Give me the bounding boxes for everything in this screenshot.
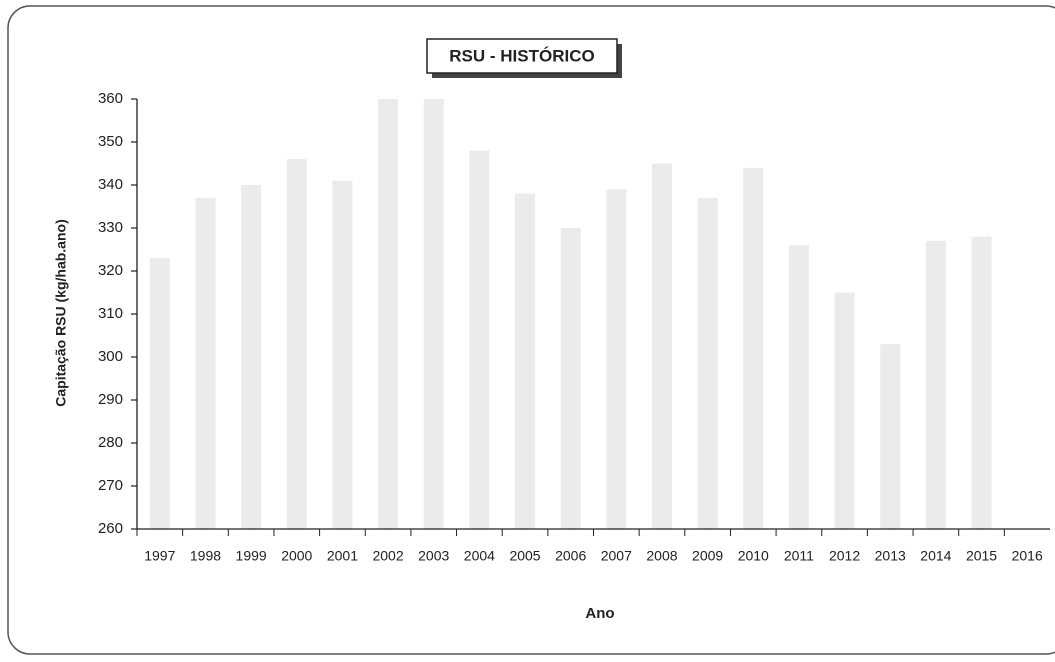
bar [971,236,992,529]
x-tick-label: 2016 [1012,548,1043,564]
bar [423,99,444,529]
y-tick-label: 310 [98,305,123,322]
bar [651,163,672,529]
chart-title: RSU - HISTÓRICO [449,46,594,65]
x-tick-label: 2003 [418,548,449,564]
y-tick-label: 280 [98,434,123,451]
x-tick-label: 2005 [509,548,540,564]
x-tick-label: 2011 [784,548,814,564]
bar [606,189,627,530]
x-axis-label: Ano [585,605,614,622]
x-tick-label: 2012 [829,548,860,564]
bar [195,197,216,529]
x-tick-label: 2007 [601,548,632,564]
bar [697,197,718,529]
y-tick-label: 260 [98,520,123,537]
y-axis-label: Capitação RSU (kg/hab.ano) [53,219,69,406]
y-tick-label: 330 [98,219,123,236]
x-tick-label: 1999 [236,548,267,564]
bar [560,228,581,529]
x-tick-label: 1998 [190,548,221,564]
x-tick-label: 2015 [966,548,997,564]
frame [7,5,1055,655]
bar [743,167,764,530]
bar [149,258,170,529]
y-tick-label: 360 [98,90,123,107]
x-tick-label: 2013 [875,548,906,564]
y-tick-label: 350 [98,133,123,150]
x-tick-label: 2000 [281,548,312,564]
title-box [426,38,618,74]
y-tick-label: 270 [98,477,123,494]
bar [241,185,262,529]
x-tick-label: 2004 [464,548,495,564]
x-tick-label: 2010 [738,548,769,564]
bar [332,180,353,529]
bar [834,292,855,529]
y-tick-label: 290 [98,391,123,408]
bar [286,159,307,529]
bar [788,245,809,529]
y-tick-label: 320 [98,262,123,279]
bar [515,193,536,529]
x-tick-label: 2001 [327,548,358,564]
x-tick-label: 2009 [692,548,723,564]
x-tick-label: 1997 [144,548,175,564]
bar [378,99,399,529]
y-tick-label: 340 [98,176,123,193]
bar [469,150,490,529]
x-tick-label: 2002 [372,548,403,564]
x-tick-label: 2014 [920,548,951,564]
x-tick-label: 2006 [555,548,586,564]
x-tick-label: 2008 [646,548,677,564]
bar [925,240,946,529]
y-tick-label: 300 [98,348,123,365]
bar [880,344,901,529]
